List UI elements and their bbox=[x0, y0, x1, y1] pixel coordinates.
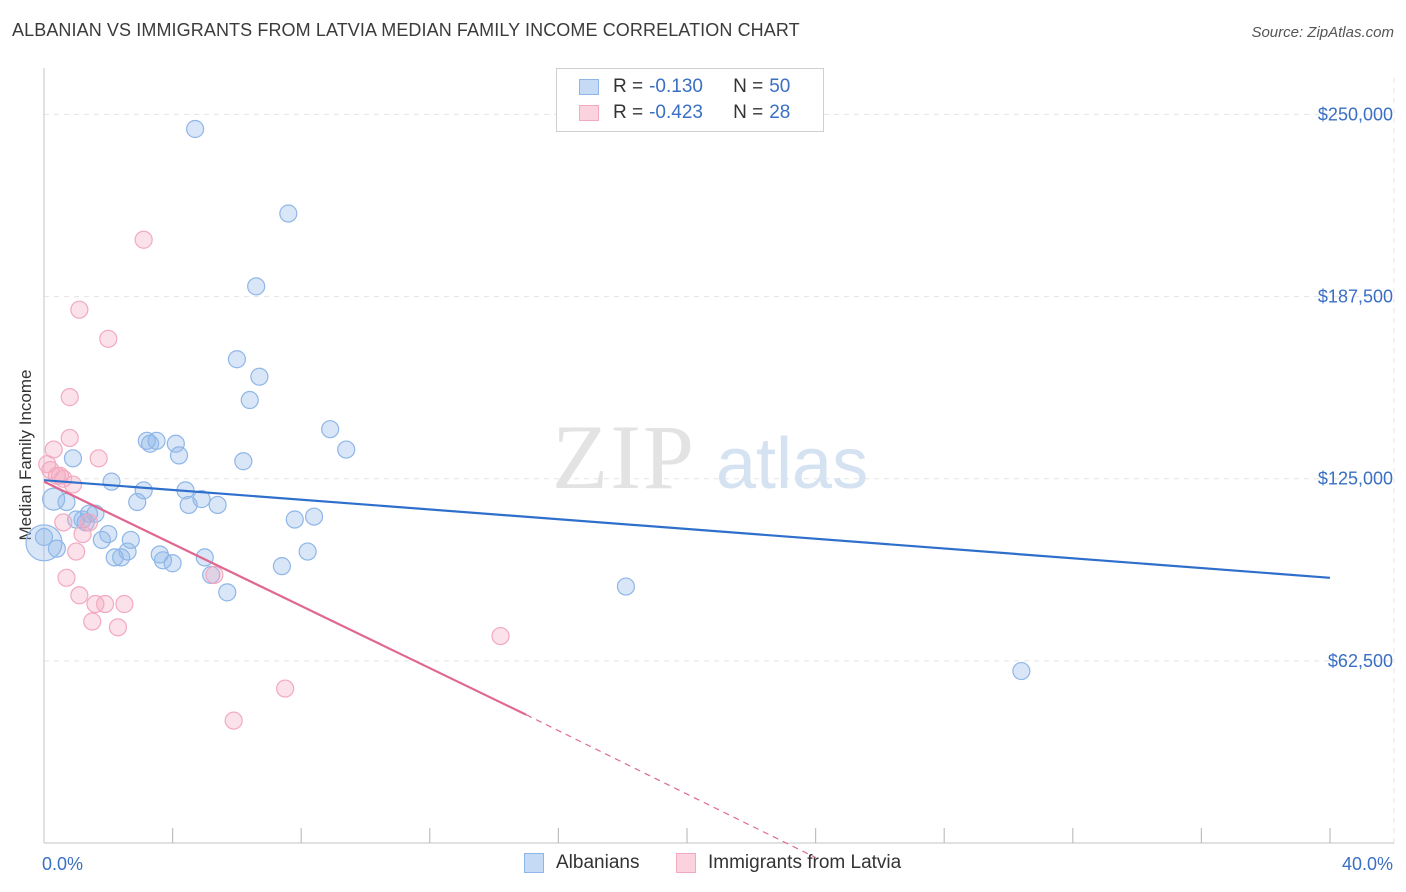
latvia-trend-line bbox=[43, 480, 527, 716]
albanian-point bbox=[208, 495, 227, 515]
data-points bbox=[25, 119, 1031, 730]
legend-label-latvia: Immigrants from Latvia bbox=[708, 852, 902, 873]
albanian-point bbox=[42, 487, 66, 511]
legend-r-value: -0.423 bbox=[649, 102, 703, 123]
latvia-point bbox=[57, 568, 76, 587]
albanian-point bbox=[118, 542, 137, 561]
latvia-point bbox=[276, 679, 295, 698]
legend-n-label: N = bbox=[733, 76, 764, 97]
latvia-point bbox=[86, 594, 105, 614]
albanian-point bbox=[298, 542, 317, 561]
latvia-point bbox=[205, 565, 224, 584]
latvia-point bbox=[89, 449, 108, 468]
legend-r-value: -0.130 bbox=[649, 76, 703, 97]
albanian-point bbox=[147, 431, 166, 450]
latvia-trend-extension bbox=[525, 714, 816, 859]
chart-title: ALBANIAN VS IMMIGRANTS FROM LATVIA MEDIA… bbox=[12, 20, 800, 40]
albanian-point bbox=[616, 577, 636, 596]
latvia-point bbox=[491, 626, 510, 646]
source-label: Source: ZipAtlas.com bbox=[1251, 24, 1394, 41]
albanian-point bbox=[128, 492, 147, 512]
x-tick-label: 40.0% bbox=[1342, 854, 1393, 874]
albanian-point bbox=[121, 530, 140, 550]
latvia-point bbox=[83, 612, 102, 631]
albanian-point bbox=[47, 539, 66, 558]
latvia-point bbox=[108, 618, 128, 637]
albanian-point bbox=[247, 277, 266, 296]
albanian-point bbox=[321, 420, 340, 439]
latvia-point bbox=[70, 300, 89, 319]
latvia-point bbox=[44, 440, 63, 459]
legend-item-albanians[interactable]: Albanians bbox=[524, 852, 639, 874]
latvia-point bbox=[95, 594, 115, 614]
latvia-point bbox=[73, 524, 92, 544]
series-legend: Albanians Immigrants from Latvia bbox=[0, 852, 1406, 878]
latvia-point bbox=[224, 711, 243, 730]
legend-item-latvia[interactable]: Immigrants from Latvia bbox=[676, 852, 901, 874]
albanians-trend-line bbox=[43, 479, 1331, 579]
y-tick-label: $250,000 bbox=[1318, 104, 1393, 124]
tick-labels: $62,500 $125,000 $187,500 $250,000 0.0% 40.0% bbox=[42, 104, 1393, 874]
albanian-point bbox=[218, 583, 237, 602]
albanian-point bbox=[163, 554, 182, 573]
albanian-point bbox=[234, 452, 253, 471]
y-tick-label: $125,000 bbox=[1318, 469, 1393, 489]
albanian-point bbox=[337, 440, 356, 459]
albanian-point bbox=[134, 481, 153, 500]
legend-swatch-albanians bbox=[524, 853, 544, 873]
albanian-point bbox=[279, 204, 298, 223]
latvia-point bbox=[134, 230, 153, 249]
latvia-point bbox=[60, 428, 79, 448]
watermark-zip: ZIP bbox=[552, 406, 696, 508]
legend-n-label: N = bbox=[733, 102, 764, 123]
legend-swatch-latvia bbox=[676, 853, 696, 873]
latvia-point bbox=[60, 388, 79, 407]
albanian-point bbox=[304, 507, 324, 526]
albanian-point bbox=[169, 446, 189, 465]
watermark: ZIP atlas bbox=[552, 406, 868, 508]
legend-row-latvia: R = -0.423 N = 28 bbox=[579, 101, 790, 125]
watermark-atlas: atlas bbox=[716, 424, 868, 504]
albanian-point bbox=[102, 472, 121, 491]
legend-n-value: 28 bbox=[769, 102, 791, 123]
y-tick-label: $62,500 bbox=[1328, 651, 1393, 671]
albanian-point bbox=[250, 367, 269, 386]
legend-row-albanians: R = -0.130 N = 50 bbox=[579, 75, 790, 99]
albanian-point bbox=[186, 119, 205, 139]
albanian-point bbox=[34, 527, 54, 547]
latvia-point bbox=[99, 329, 118, 348]
albanian-point bbox=[272, 557, 292, 576]
latvia-point bbox=[54, 513, 73, 532]
latvia-point bbox=[79, 513, 99, 532]
latvia-point bbox=[67, 542, 86, 561]
y-tick-label: $187,500 bbox=[1318, 287, 1393, 307]
legend-r-label: R = bbox=[613, 76, 644, 97]
correlation-legend: R = -0.130 N = 50 R = -0.423 N = 28 bbox=[556, 68, 824, 132]
legend-label-albanians: Albanians bbox=[556, 852, 640, 873]
albanian-point bbox=[99, 524, 118, 544]
legend-r-label: R = bbox=[613, 102, 644, 123]
latvia-point bbox=[63, 475, 83, 494]
legend-n-value: 50 bbox=[769, 76, 791, 97]
albanian-point bbox=[150, 545, 169, 564]
axes bbox=[43, 68, 1394, 844]
legend-swatch-latvia bbox=[579, 105, 599, 121]
latvia-point bbox=[70, 586, 89, 605]
gridlines bbox=[44, 78, 1395, 843]
albanian-point bbox=[166, 434, 185, 453]
albanian-point bbox=[1012, 661, 1031, 681]
albanian-point bbox=[285, 510, 304, 529]
trend-lines bbox=[43, 479, 1331, 859]
albanian-point bbox=[227, 350, 246, 369]
albanian-point bbox=[25, 524, 63, 562]
albanian-point bbox=[137, 431, 156, 450]
x-tick-label: 0.0% bbox=[42, 854, 83, 874]
albanian-point bbox=[63, 449, 83, 468]
legend-swatch-albanians bbox=[579, 79, 599, 95]
albanian-point bbox=[192, 490, 211, 509]
latvia-point bbox=[115, 594, 134, 614]
albanian-point bbox=[240, 390, 259, 410]
